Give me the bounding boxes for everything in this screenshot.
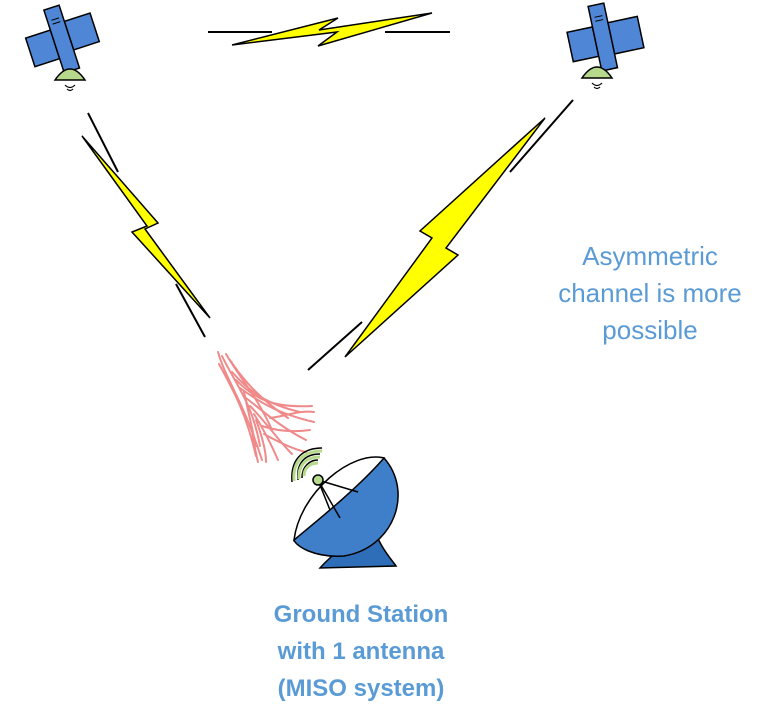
satellite-body [587, 2, 619, 72]
label-line: with 1 antenna [277, 638, 445, 665]
dish-rim [293, 456, 386, 542]
satellite-left [24, 4, 101, 92]
lightning-bolt-icon [81, 135, 211, 319]
lightning-bolt-icon [344, 117, 546, 358]
downlink-line [307, 321, 363, 371]
note-line: Asymmetric [582, 241, 718, 271]
faded-signal [217, 351, 315, 463]
note-line: possible [602, 315, 698, 345]
left-downlink [81, 112, 211, 338]
satellite-dish [53, 68, 87, 81]
label-line: Ground Station [273, 601, 449, 628]
label-line: (MISO system) [277, 675, 445, 702]
downlink-line [509, 99, 574, 173]
asymmetric-channel-note: Asymmetric channel is more possible [520, 238, 777, 349]
note-line: channel is more [558, 278, 742, 308]
feed-arm [317, 479, 341, 519]
satellite-signal-waves [64, 84, 76, 92]
ground-station-antenna [291, 447, 399, 569]
satellite-right [566, 2, 645, 90]
inter-satellite-link [208, 12, 450, 47]
downlink-line [175, 283, 206, 338]
feed-arm [317, 479, 359, 493]
lightning-bolt-icon [231, 12, 433, 47]
downlink-line [87, 112, 119, 173]
satellite-icon [566, 2, 645, 90]
satellite-dish [580, 66, 614, 79]
feed-horn [312, 474, 324, 486]
right-downlink [307, 99, 574, 371]
signal-waves-fill [292, 449, 323, 482]
dish-body [293, 456, 399, 557]
satellite-signal-waves [591, 82, 603, 90]
ground-station-label: Ground Station with 1 antenna (MISO syst… [211, 596, 511, 707]
satellite-icon [24, 4, 101, 92]
